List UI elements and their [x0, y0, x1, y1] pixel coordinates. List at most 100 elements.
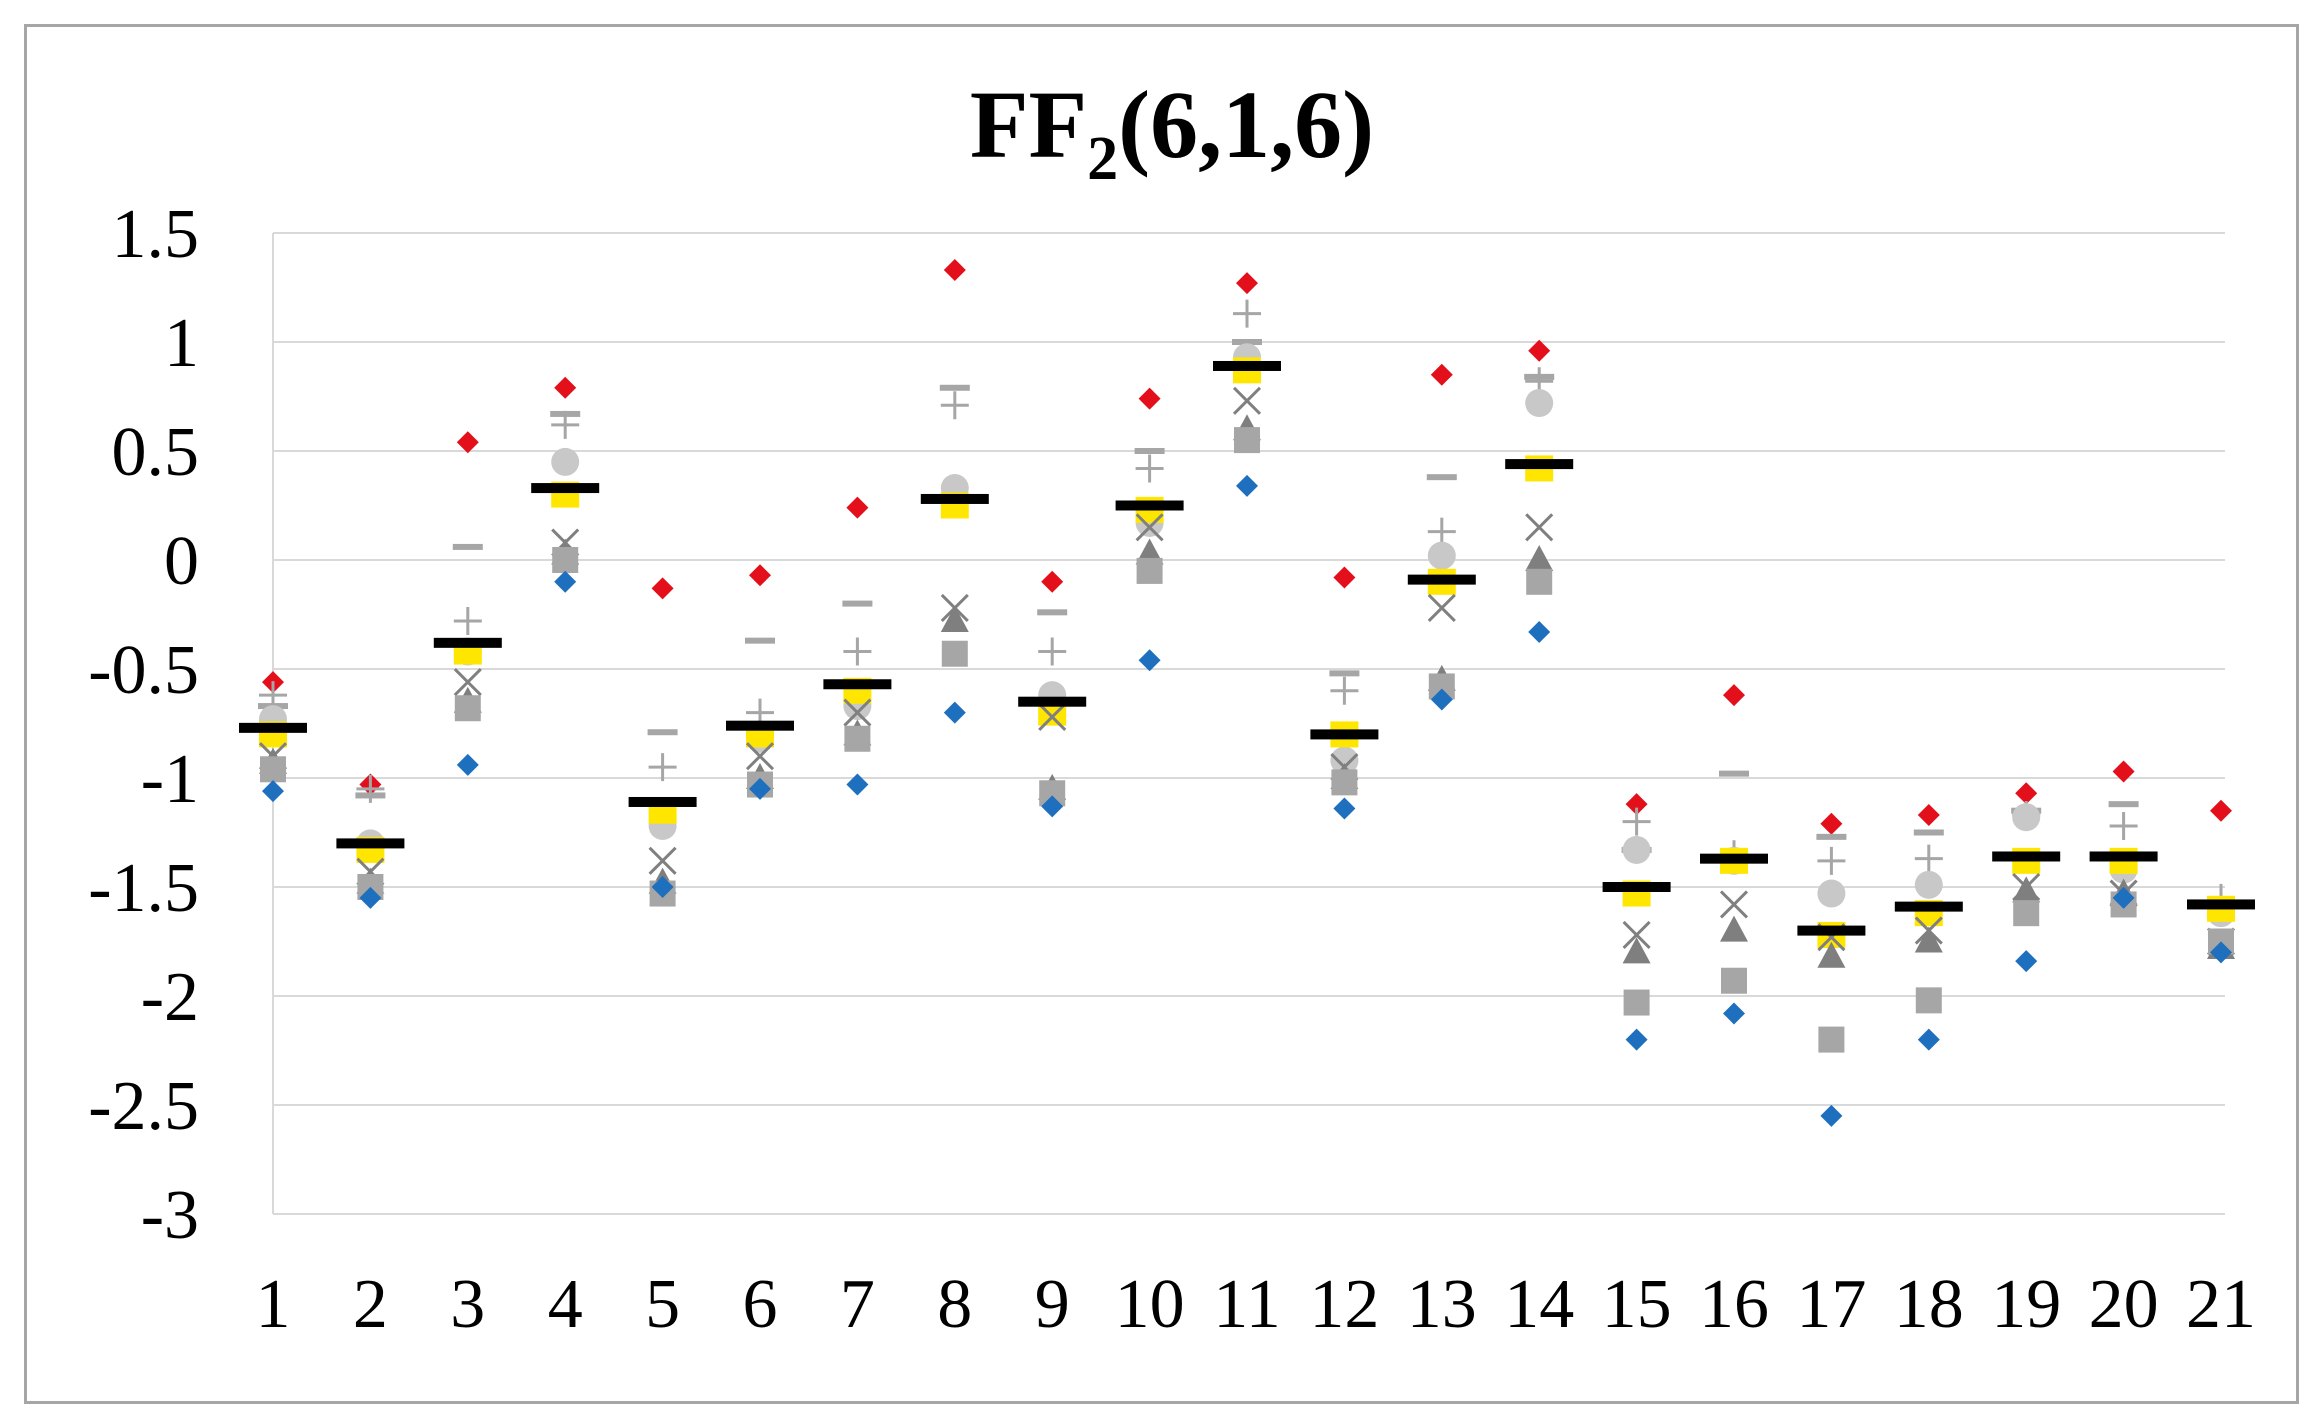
series-7-square [260, 427, 2234, 1053]
black-bar-point [823, 679, 892, 690]
plus-point [2109, 811, 2138, 840]
y-tick-label: -1.5 [88, 850, 199, 927]
x-tick-label: 21 [2186, 1266, 2256, 1343]
diamond-point [554, 376, 577, 399]
square-point [552, 547, 579, 573]
y-tick-label: -0.5 [88, 632, 199, 709]
square-point [1526, 568, 1553, 595]
diamond-point [2210, 799, 2232, 822]
x-tick-label: 19 [1991, 1266, 2061, 1343]
x-tick-label: 8 [937, 1266, 972, 1343]
x-point [648, 846, 677, 875]
dash-point [355, 792, 386, 799]
series-9-black-bar [239, 360, 2255, 936]
y-tick-label: -3 [141, 1177, 199, 1254]
diamond-point [1041, 570, 1064, 593]
y-tick-label: -2 [141, 959, 199, 1036]
x-tick-labels: 1 2 3 4 5 6 7 8 9 10 11 12 13 14 15 16 17 18 19 20 21 [256, 1266, 2257, 1343]
chart-title: FF2(6,1,6) [970, 71, 1374, 193]
diamond-point [262, 780, 284, 803]
dash-point [647, 729, 678, 736]
triangle-point [1622, 937, 1651, 964]
x-tick-label: 4 [548, 1266, 583, 1343]
plus-point [1914, 844, 1943, 873]
square-point [844, 725, 871, 752]
square-point [1721, 967, 1747, 994]
diamond-point [1138, 649, 1161, 672]
square-point [454, 695, 481, 722]
y-tick-label: -2.5 [88, 1068, 199, 1145]
diamond-point [1625, 1028, 1648, 1051]
triangle-point [940, 606, 969, 633]
diamond-point [2015, 950, 2038, 973]
black-bar-point [2089, 851, 2158, 862]
diamond-point [2112, 886, 2135, 909]
x-point [843, 698, 872, 727]
plus-point [1135, 454, 1164, 483]
x-tick-label: 14 [1504, 1266, 1574, 1343]
black-bar-point [239, 722, 307, 733]
square-point [1136, 557, 1163, 584]
diamond-point [2210, 941, 2232, 964]
x-point [745, 742, 775, 771]
diamond-point [1917, 804, 1940, 827]
black-bar-point [726, 720, 794, 731]
circle-point [1817, 879, 1846, 908]
diamond-point [1430, 363, 1453, 386]
diamond-point [456, 431, 479, 454]
chart-title-subscript: 2 [1087, 125, 1118, 193]
square-point [1915, 987, 1942, 1014]
diamond-point [749, 777, 771, 800]
circle-point [1914, 870, 1943, 899]
circle-point [1525, 389, 1554, 418]
black-bar-point [1407, 574, 1476, 585]
circle-point [1330, 746, 1359, 775]
data-marks [239, 259, 2255, 1127]
square-point [1623, 989, 1650, 1016]
chart-title-suffix: (6,1,6) [1118, 71, 1374, 178]
circle-point [2012, 803, 2041, 832]
square-point [1818, 1026, 1845, 1053]
plus-point [1233, 299, 1261, 328]
diamond-point [1528, 620, 1551, 643]
diamond-point [651, 577, 674, 600]
plus-point [1427, 517, 1456, 546]
diamond-point [1138, 387, 1161, 410]
y-tick-label: 0.5 [112, 414, 200, 491]
y-tick-label: 1 [164, 305, 199, 382]
series-8-diamond [262, 474, 2232, 1127]
x-point [1135, 513, 1164, 542]
triangle-point [1817, 941, 1846, 968]
dash-point [1232, 339, 1262, 345]
dash-point [1426, 474, 1457, 481]
x-tick-label: 17 [1796, 1266, 1866, 1343]
black-bar-point [1602, 882, 1671, 892]
series-1-plus [259, 299, 2235, 912]
dash-point [1816, 833, 1847, 840]
square-point [1331, 769, 1358, 796]
black-bar-point [1992, 851, 2061, 862]
x-tick-label: 13 [1407, 1266, 1477, 1343]
plus-point [1622, 807, 1651, 836]
black-bar-point [2187, 899, 2255, 910]
dash-point [452, 543, 483, 550]
y-tick-labels: 1.5 1 0.5 0 -0.5 -1 -1.5 -2 -2.5 -3 [88, 196, 199, 1254]
plus-point [356, 774, 385, 803]
diamond-point [1236, 474, 1258, 497]
plus-point [940, 391, 969, 420]
dash-point [2108, 801, 2139, 808]
black-bar-point [1213, 360, 1281, 371]
square-point [260, 756, 286, 783]
x-tick-label: 1 [256, 1266, 291, 1343]
black-bar-point [1700, 853, 1768, 864]
dash-point [550, 410, 581, 417]
diamond-point [846, 773, 869, 796]
x-tick-label: 2 [353, 1266, 388, 1343]
plus-point [1038, 637, 1067, 666]
black-bar-point [1505, 459, 1574, 470]
y-tick-label: 0 [164, 523, 199, 600]
diamond-point [1236, 272, 1258, 295]
circle-point [551, 447, 580, 476]
